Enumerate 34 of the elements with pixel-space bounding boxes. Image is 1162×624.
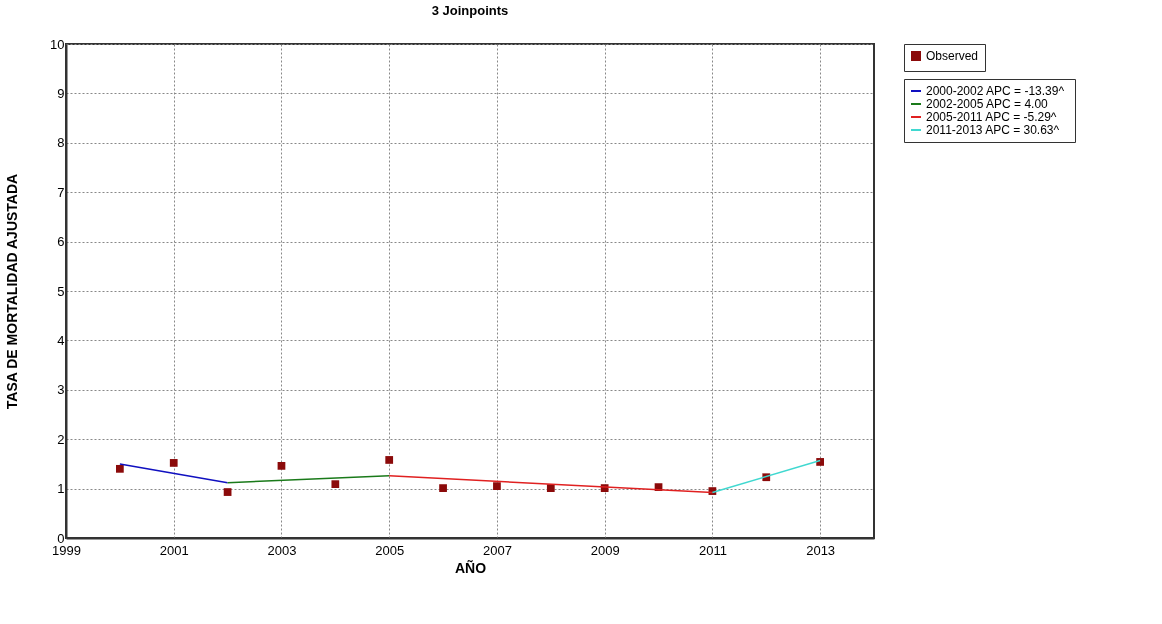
x-tick-label: 2011 <box>698 542 727 558</box>
point <box>439 484 447 492</box>
point <box>816 458 825 466</box>
legend-label: 2002-2005 APC = 4.00 <box>926 97 1049 111</box>
point <box>493 482 501 490</box>
y-tick-label: 5 <box>57 283 65 299</box>
y-tick-label: 9 <box>57 85 65 101</box>
x-axis-title: AÑO <box>454 558 487 576</box>
x-tick-label: 2001 <box>159 542 189 558</box>
point <box>115 464 124 473</box>
point <box>331 480 340 489</box>
legend-label: 2011-2013 APC = 30.63^ <box>926 123 1060 137</box>
x-tick-label: 2003 <box>267 542 297 558</box>
y-tick-label: 6 <box>57 234 65 250</box>
point <box>277 462 286 470</box>
y-tick-label: 8 <box>57 135 65 151</box>
y-tick-label: 3 <box>57 382 65 398</box>
point <box>223 488 232 496</box>
y-tick-label: 2 <box>57 431 65 447</box>
point <box>385 456 394 464</box>
y-axis-title: TASA DE MORTALIDAD AJUSTADA <box>4 173 21 410</box>
x-tick-label: 2005 <box>375 542 405 558</box>
x-tick-label: 2007 <box>482 542 512 558</box>
point <box>169 459 178 467</box>
legend-label: Observed <box>926 49 979 63</box>
legend-label: 2000-2002 APC = -13.39^ <box>926 84 1065 98</box>
chart-title: 3 Joinpoints <box>431 3 509 18</box>
y-tick-label: 4 <box>57 332 65 348</box>
x-tick-label: 2013 <box>806 542 836 558</box>
y-tick-label: 7 <box>57 184 65 200</box>
y-tick-label: 1 <box>57 481 65 497</box>
legend-label: 2005-2011 APC = -5.29^ <box>926 110 1057 124</box>
y-tick-label: 10 <box>50 36 65 52</box>
x-tick-label: 2009 <box>590 542 620 558</box>
